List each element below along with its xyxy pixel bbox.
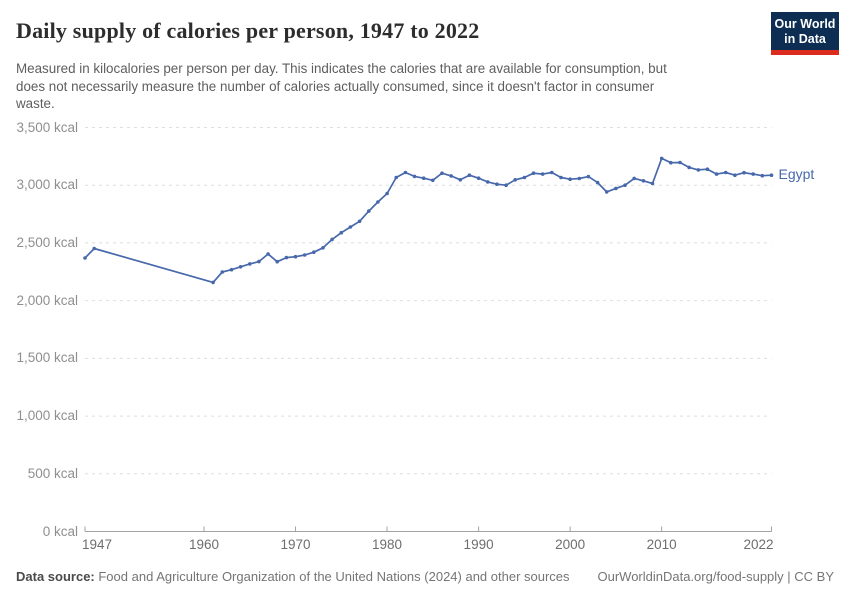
data-point-marker bbox=[257, 259, 261, 264]
data-source-text: Food and Agriculture Organization of the… bbox=[94, 569, 570, 584]
data-point-marker bbox=[614, 186, 618, 191]
data-point-marker bbox=[696, 168, 701, 172]
data-point-marker bbox=[302, 253, 307, 257]
chart-subtitle-line: waste. bbox=[16, 96, 55, 111]
x-axis-tick-label: 1980 bbox=[372, 537, 403, 552]
data-point-marker bbox=[293, 254, 298, 259]
data-point-marker bbox=[687, 165, 691, 170]
y-axis-tick-label: 0 kcal bbox=[42, 523, 78, 539]
y-axis-tick-label: 2,500 kcal bbox=[16, 234, 78, 250]
data-point-marker bbox=[540, 172, 545, 176]
y-axis-tick-label: 3,000 kcal bbox=[16, 177, 78, 193]
data-point-marker bbox=[641, 179, 646, 183]
data-point-marker bbox=[339, 230, 344, 235]
x-axis-tick-label: 1990 bbox=[463, 537, 494, 552]
data-point-marker bbox=[559, 175, 563, 180]
data-point-marker bbox=[604, 190, 609, 194]
data-point-marker bbox=[751, 172, 755, 176]
data-point-marker bbox=[504, 183, 508, 187]
data-source-label: Data source: bbox=[16, 569, 95, 584]
data-point-marker bbox=[595, 180, 600, 185]
data-point-marker bbox=[440, 171, 444, 175]
x-axis-tick-label: 1960 bbox=[188, 537, 220, 552]
data-point-marker bbox=[275, 259, 280, 264]
data-point-marker bbox=[284, 255, 289, 260]
chart-footer: Data source: Food and Agriculture Organi… bbox=[16, 569, 834, 584]
data-point-marker bbox=[458, 178, 463, 182]
data-point-marker bbox=[586, 174, 591, 179]
credit-link[interactable]: OurWorldinData.org/food-supply | CC BY bbox=[597, 569, 834, 584]
data-point-marker bbox=[357, 219, 362, 224]
data-point-marker bbox=[248, 262, 252, 266]
data-point-marker bbox=[769, 173, 774, 177]
x-axis-tick-label: 2000 bbox=[555, 537, 586, 552]
data-point-marker bbox=[92, 246, 96, 251]
data-point-marker bbox=[650, 181, 655, 186]
data-line-egypt bbox=[84, 157, 773, 284]
y-axis-tick-label: 500 kcal bbox=[27, 465, 78, 481]
data-point-marker bbox=[531, 171, 536, 175]
data-point-marker bbox=[211, 280, 215, 285]
x-axis-tick-label: 2022 bbox=[743, 537, 774, 552]
data-point-marker bbox=[330, 237, 334, 242]
owid-logo: Our World in Data bbox=[771, 12, 839, 55]
data-point-marker bbox=[83, 256, 87, 260]
data-point-marker bbox=[550, 170, 554, 175]
data-point-marker bbox=[376, 200, 380, 204]
data-point-marker bbox=[623, 183, 627, 187]
data-point-marker bbox=[495, 182, 499, 186]
x-axis-tick-label: 1947 bbox=[82, 537, 113, 552]
data-point-marker bbox=[669, 160, 673, 165]
data-point-marker bbox=[421, 176, 426, 180]
data-point-marker bbox=[476, 176, 481, 180]
data-point-marker bbox=[577, 176, 582, 181]
data-point-marker bbox=[367, 209, 371, 213]
chart-title: Daily supply of calories per person, 194… bbox=[16, 18, 480, 43]
data-point-marker bbox=[485, 180, 490, 184]
data-point-marker bbox=[522, 175, 527, 180]
x-axis-tick-label: 1970 bbox=[280, 537, 311, 552]
y-axis-tick-label: 1,000 kcal bbox=[16, 408, 78, 424]
data-point-marker bbox=[403, 170, 408, 175]
data-point-marker bbox=[678, 160, 682, 165]
data-point-marker bbox=[238, 265, 243, 269]
series-end-label: Egypt bbox=[778, 166, 815, 183]
data-point-marker bbox=[321, 246, 325, 250]
data-point-marker bbox=[705, 167, 710, 171]
data-point-marker bbox=[632, 176, 636, 181]
data-point-marker bbox=[659, 156, 664, 161]
data-point-marker bbox=[385, 191, 389, 196]
data-point-marker bbox=[266, 252, 270, 256]
owid-logo-line1: Our World bbox=[774, 17, 836, 31]
data-point-marker bbox=[733, 173, 737, 177]
data-point-marker bbox=[312, 250, 316, 254]
y-axis-tick-label: 3,500 kcal bbox=[16, 119, 78, 135]
owid-logo-line2: in Data bbox=[784, 31, 826, 46]
data-point-marker bbox=[220, 270, 225, 274]
y-axis-tick-label: 2,000 kcal bbox=[16, 292, 78, 308]
data-point-marker bbox=[431, 178, 435, 183]
data-point-marker bbox=[467, 173, 472, 177]
data-point-marker bbox=[449, 174, 453, 178]
x-axis-tick-label: 2010 bbox=[646, 537, 677, 552]
data-point-marker bbox=[348, 225, 353, 229]
chart-subtitle-line: does not necessarily measure the number … bbox=[16, 78, 655, 94]
data-point-marker bbox=[760, 173, 765, 178]
chart-subtitle-line: Measured in kilocalories per person per … bbox=[16, 61, 667, 76]
data-point-marker bbox=[229, 267, 234, 272]
data-point-marker bbox=[513, 178, 517, 182]
y-axis-tick-label: 1,500 kcal bbox=[16, 350, 78, 366]
data-point-marker bbox=[723, 170, 728, 175]
data-point-marker bbox=[742, 170, 746, 175]
data-point-marker bbox=[412, 174, 417, 179]
data-point-marker bbox=[714, 172, 719, 176]
data-point-marker bbox=[568, 177, 572, 181]
chart-subtitle: Measured in kilocalories per person per … bbox=[16, 60, 667, 113]
data-point-marker bbox=[394, 175, 399, 180]
